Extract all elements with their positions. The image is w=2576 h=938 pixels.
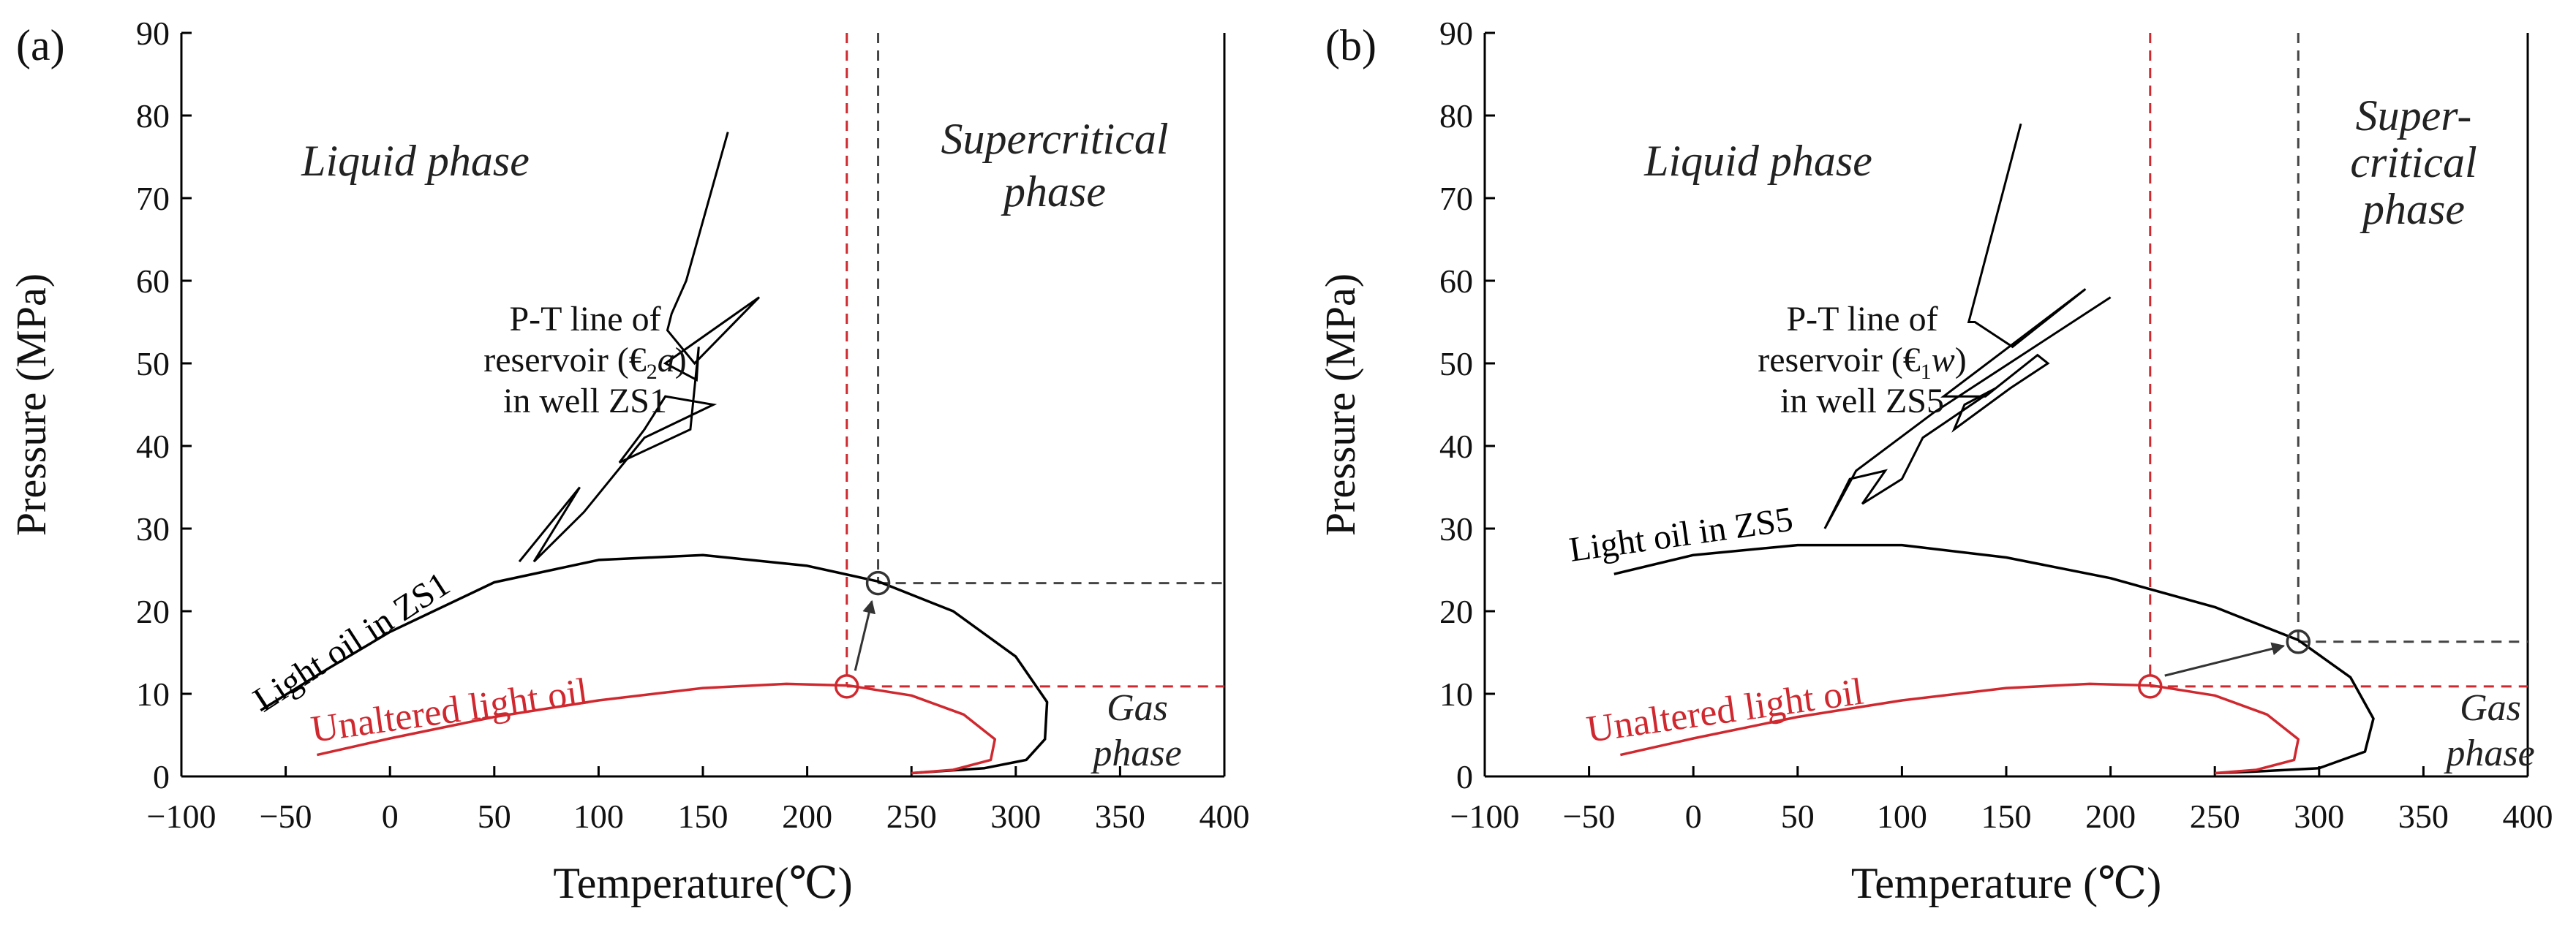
x-tick-label: 250 <box>2190 798 2240 835</box>
supercritical-phase-label: Supercritical <box>941 115 1168 163</box>
pt-reservoir-line <box>1823 123 2112 529</box>
supercritical-phase-label: critical <box>2350 138 2477 186</box>
panel-a: −100 −50 0 50 100 150 200 250 300 350 400010203040… <box>7 15 1250 907</box>
x-tick-label: −50 <box>260 798 312 835</box>
x-tick-label: 200 <box>782 798 832 835</box>
gas-phase-label: Gas <box>1107 687 1168 729</box>
x-tick-label: −100 <box>147 798 216 835</box>
light-oil-envelope-line <box>260 553 1049 775</box>
y-tick-label: 50 <box>1439 345 1473 382</box>
gas-phase-label: phase <box>1090 733 1181 774</box>
gas-phase-label: phase <box>2443 733 2534 774</box>
y-tick-label: 20 <box>1439 593 1473 630</box>
x-tick-label: 50 <box>478 798 511 835</box>
y-tick-label: 60 <box>1439 262 1473 300</box>
panel-label: (b) <box>1325 21 1376 69</box>
unaltered-light-oil-curve-label: Unaltered light oil <box>1584 670 1866 751</box>
y-tick-label: 80 <box>1439 97 1473 135</box>
critical-point-shift-arrow <box>854 600 875 671</box>
y-tick-label: 60 <box>136 262 170 300</box>
y-tick-label: 20 <box>136 593 170 630</box>
x-tick-label: 350 <box>1095 798 1145 835</box>
x-tick-label: 300 <box>990 798 1041 835</box>
x-tick-label: 150 <box>678 798 728 835</box>
x-tick-label: 0 <box>1685 798 1702 835</box>
unaltered-critical-point <box>2138 674 2163 699</box>
pt-label-formation: a <box>658 341 675 379</box>
y-tick-label: 50 <box>136 345 170 382</box>
x-tick-label: 400 <box>1200 798 1250 835</box>
pt-label-subscript: 2 <box>647 360 658 384</box>
supercritical-phase-label: phase <box>1001 167 1106 216</box>
light-oil-envelope-line <box>1613 543 2375 775</box>
y-tick-label: 30 <box>136 510 170 548</box>
y-tick-label: 90 <box>1439 15 1473 52</box>
pt-line-label-line2: reservoir (€2a) <box>483 341 687 384</box>
y-tick-label: 70 <box>136 180 170 217</box>
x-axis-title: Temperature (℃) <box>1851 859 2161 907</box>
y-axis-title: Pressure (MPa) <box>7 273 55 536</box>
light-oil-critical-point <box>2286 629 2311 654</box>
y-axis-title: Pressure (MPa) <box>1317 273 1364 536</box>
x-tick-label: −50 <box>1563 798 1616 835</box>
y-tick-label: 0 <box>153 758 170 795</box>
unaltered-light-oil-envelope-line <box>1620 682 2300 775</box>
x-tick-label: 0 <box>382 798 399 835</box>
liquid-phase-label: Liquid phase <box>1643 137 1872 185</box>
x-axis-title: Temperature(℃) <box>553 859 852 907</box>
unaltered-light-oil-envelope-line <box>317 682 997 775</box>
pt-label-formation: w <box>1932 341 1955 379</box>
y-tick-label: 30 <box>1439 510 1473 548</box>
supercritical-phase-label: Super- <box>2356 91 2472 140</box>
pt-label-close: ) <box>1955 341 1967 379</box>
x-tick-label: 250 <box>886 798 937 835</box>
y-tick-label: 40 <box>1439 428 1473 465</box>
pt-line-label-line3: in well ZS1 <box>503 382 667 420</box>
x-tick-label: 400 <box>2503 798 2553 835</box>
pt-label-subscript: 1 <box>1921 360 1932 384</box>
y-tick-label: 10 <box>136 676 170 713</box>
pt-line-label-line3: in well ZS5 <box>1780 382 1944 420</box>
unaltered-light-oil-curve-label: Unaltered light oil <box>309 670 590 751</box>
critical-point-shift-arrow <box>2164 642 2286 677</box>
y-tick-label: 10 <box>1439 676 1473 713</box>
pt-line-label-line1: P-T line of <box>1786 300 1937 338</box>
panel-b: −100 −50 0 50 100 150 200 250 300 350 400010203040… <box>1317 15 2553 907</box>
liquid-phase-label: Liquid phase <box>301 137 530 185</box>
gas-phase-label: Gas <box>2460 687 2521 729</box>
x-tick-label: 150 <box>1981 798 2032 835</box>
pt-label-text: reservoir (€ <box>1758 341 1921 379</box>
x-tick-label: 50 <box>1781 798 1815 835</box>
pt-label-text: reservoir (€ <box>483 341 647 379</box>
x-tick-label: 100 <box>1877 798 1927 835</box>
pt-reservoir-line <box>518 132 761 563</box>
x-tick-label: 100 <box>573 798 624 835</box>
x-tick-label: 200 <box>2085 798 2136 835</box>
x-tick-label: 300 <box>2294 798 2344 835</box>
light-oil-critical-point <box>865 570 891 596</box>
y-tick-label: 70 <box>1439 180 1473 217</box>
panel-label: (a) <box>16 21 65 69</box>
y-tick-label: 80 <box>136 97 170 135</box>
x-tick-label: 350 <box>2398 798 2449 835</box>
unaltered-critical-point <box>835 674 859 699</box>
y-tick-label: 0 <box>1456 758 1473 795</box>
y-tick-label: 40 <box>136 428 170 465</box>
pt-line-label-line2: reservoir (€1w) <box>1758 341 1967 384</box>
pt-line-label-line1: P-T line of <box>509 300 660 338</box>
y-tick-label: 90 <box>136 15 170 52</box>
x-tick-label: −100 <box>1450 798 1520 835</box>
supercritical-phase-label: phase <box>2360 185 2465 233</box>
pt-label-close: ) <box>675 341 687 379</box>
